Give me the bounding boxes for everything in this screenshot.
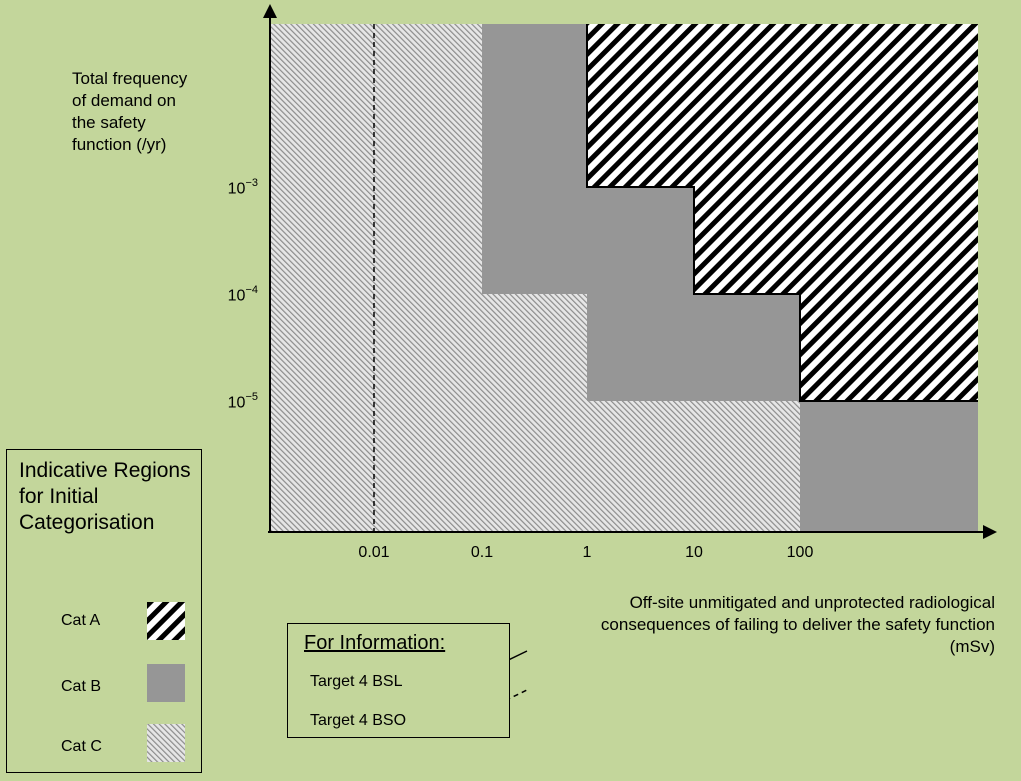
y-tick-1e-3: 10−3 bbox=[227, 177, 258, 198]
x-tick-0.01: 0.01 bbox=[358, 544, 390, 561]
cat-c-swatch bbox=[147, 724, 185, 762]
legend-label-cat-c: Cat C bbox=[61, 738, 102, 755]
info-title: For Information: bbox=[304, 632, 446, 654]
y-tick-1e-4: 10−4 bbox=[227, 284, 258, 305]
info-box: For Information: Target 4 BSL Target 4 B… bbox=[287, 623, 510, 738]
info-label-bsl: Target 4 BSL bbox=[310, 673, 403, 690]
cat-a-swatch bbox=[147, 602, 185, 640]
legend-title: Indicative Regions for Initial Categoris… bbox=[19, 459, 191, 534]
x-tick-100: 100 bbox=[786, 544, 814, 561]
x-tick-10: 10 bbox=[685, 544, 703, 561]
x-tick-1: 1 bbox=[582, 544, 592, 561]
bsl-boundary-line bbox=[586, 24, 978, 402]
y-tick-1e-5: 10−5 bbox=[227, 391, 258, 412]
legend-box: Indicative Regions for Initial Categoris… bbox=[6, 449, 202, 773]
legend-label-cat-a: Cat A bbox=[61, 612, 101, 629]
y-axis-arrow bbox=[263, 4, 277, 18]
x-tick-0.1: 0.1 bbox=[470, 544, 494, 561]
region-cat-a bbox=[587, 24, 978, 401]
legend-label-cat-b: Cat B bbox=[61, 678, 102, 695]
cat-b-swatch bbox=[147, 664, 185, 702]
info-label-bso: Target 4 BSO bbox=[310, 712, 407, 729]
x-axis-arrow bbox=[983, 525, 997, 539]
y-axis-label: Total frequency of demand on the safety … bbox=[72, 69, 188, 154]
x-axis-label: Off-site unmitigated and unprotected rad… bbox=[600, 593, 995, 656]
